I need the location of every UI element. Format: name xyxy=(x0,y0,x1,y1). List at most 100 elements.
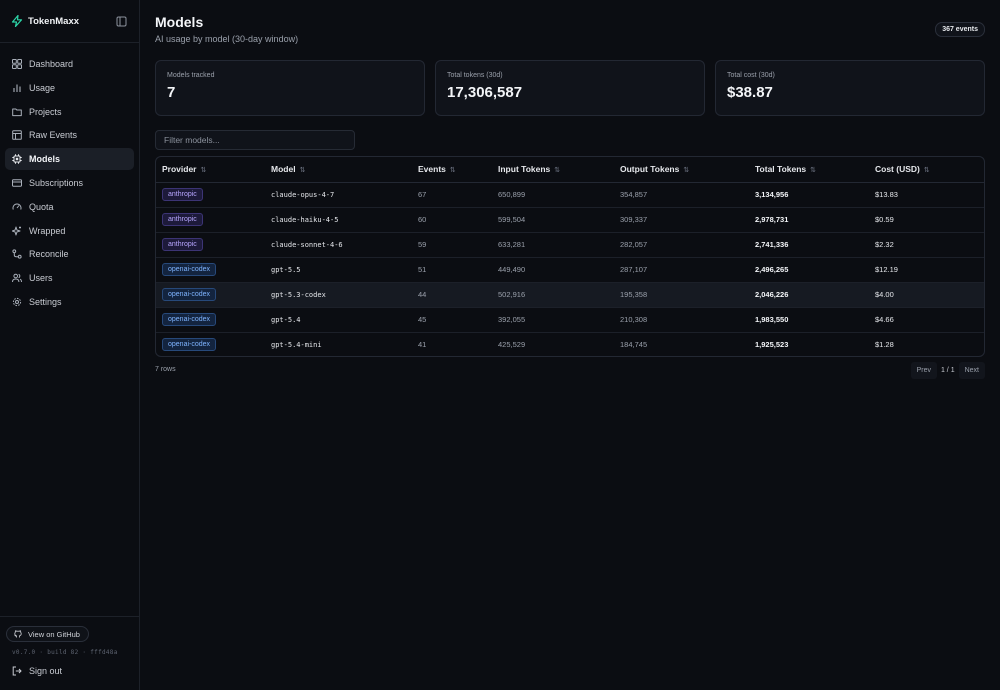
output-tokens-cell: 195,358 xyxy=(620,290,648,299)
sidebar-item-subscriptions[interactable]: Subscriptions xyxy=(5,172,134,194)
model-name: gpt-5.4-mini xyxy=(271,340,322,349)
sidebar-nav: Dashboard Usage Projects Raw Events Mode… xyxy=(0,43,139,313)
total-tokens-cell: 2,496,265 xyxy=(755,265,789,274)
sidebar-item-usage[interactable]: Usage xyxy=(5,77,134,99)
github-icon xyxy=(14,630,22,638)
table-row[interactable]: anthropic claude-opus-4-7 67 650,899 354… xyxy=(156,182,984,207)
filter-models-input[interactable] xyxy=(155,130,355,150)
total-tokens-cell: 2,978,731 xyxy=(755,215,789,224)
provider-badge: anthropic xyxy=(162,188,203,201)
column-header-input-tokens[interactable]: Input Tokens ⇅ xyxy=(498,157,620,183)
table-row[interactable]: anthropic claude-haiku-4-5 60 599,504 30… xyxy=(156,207,984,232)
cost-cell: $0.59 xyxy=(875,215,894,224)
sidebar-item-label: Projects xyxy=(29,106,62,117)
gear-icon xyxy=(12,297,22,307)
sort-icon: ⇅ xyxy=(449,167,456,175)
events-count-badge: 367 events xyxy=(935,22,985,37)
sidebar-item-quota[interactable]: Quota xyxy=(5,196,134,218)
log-out-icon xyxy=(12,666,22,676)
sidebar-item-settings[interactable]: Settings xyxy=(5,291,134,313)
cost-cell: $12.19 xyxy=(875,265,898,274)
sidebar-item-label: Users xyxy=(29,273,53,284)
sidebar-item-label: Models xyxy=(29,154,61,165)
sidebar-item-users[interactable]: Users xyxy=(5,267,134,289)
cost-cell: $4.00 xyxy=(875,290,894,299)
stat-label: Total cost (30d) xyxy=(727,72,775,79)
events-cell: 41 xyxy=(418,340,427,350)
page-title: Models xyxy=(155,14,204,30)
column-header-provider[interactable]: Provider ⇅ xyxy=(156,157,271,183)
output-tokens-cell: 282,057 xyxy=(620,240,648,249)
table-row[interactable]: anthropic claude-sonnet-4-6 59 633,281 2… xyxy=(156,232,984,257)
provider-badge: openai-codex xyxy=(162,313,217,326)
sort-icon: ⇅ xyxy=(683,167,690,175)
sidebar-item-projects[interactable]: Projects xyxy=(5,101,134,123)
git-compare-icon xyxy=(12,249,22,259)
provider-badge: openai-codex xyxy=(162,288,217,301)
sidebar-item-label: Settings xyxy=(29,296,62,307)
output-tokens-cell: 287,107 xyxy=(620,265,648,274)
sidebar-item-raw-events[interactable]: Raw Events xyxy=(5,124,134,146)
sidebar-item-label: Raw Events xyxy=(29,130,78,141)
gauge-icon xyxy=(12,203,22,210)
bar-chart-icon xyxy=(13,84,21,92)
events-cell: 51 xyxy=(418,265,427,274)
sort-icon: ⇅ xyxy=(554,167,561,175)
column-header-total-tokens[interactable]: Total Tokens ⇅ xyxy=(755,157,875,183)
model-name: claude-sonnet-4-6 xyxy=(271,240,343,249)
column-header-output-tokens[interactable]: Output Tokens ⇅ xyxy=(620,157,755,183)
stat-value: 7 xyxy=(167,84,176,101)
provider-badge: openai-codex xyxy=(162,338,217,352)
sidebar-item-reconcile[interactable]: Reconcile xyxy=(5,243,134,265)
sidebar-item-label: Dashboard xyxy=(29,59,74,69)
pagination: Prev 1 / 1 Next xyxy=(910,362,985,379)
total-tokens-cell: 2,741,336 xyxy=(755,240,789,249)
provider-badge: anthropic xyxy=(162,213,203,226)
stat-label: Total tokens (30d) xyxy=(447,72,503,79)
output-tokens-cell: 309,337 xyxy=(620,215,648,224)
input-tokens-cell: 392,055 xyxy=(498,315,526,324)
sidebar-toggle-icon[interactable] xyxy=(116,16,127,27)
next-page-button[interactable]: Next xyxy=(958,362,985,379)
input-tokens-cell: 599,504 xyxy=(498,215,526,224)
users-icon xyxy=(12,273,22,283)
stat-value: 17,306,587 xyxy=(447,84,523,101)
total-tokens-cell: 1,983,550 xyxy=(755,315,789,324)
brand-header: TokenMaxx xyxy=(0,0,139,43)
cost-cell: $13.83 xyxy=(875,190,898,199)
sidebar-item-label: Quota xyxy=(29,201,54,212)
model-name: claude-opus-4-7 xyxy=(271,190,335,199)
sidebar-footer: View on GitHub v0.7.0 · build 82 · fffd4… xyxy=(0,616,139,690)
stat-label: Models tracked xyxy=(167,72,215,79)
table-header-row: Provider ⇅ Model ⇅ Events ⇅ Input Tokens ⇅ O… xyxy=(156,157,984,183)
sidebar-item-wrapped[interactable]: Wrapped xyxy=(5,220,134,242)
sign-out-label: Sign out xyxy=(29,666,63,676)
github-button-label: View on GitHub xyxy=(28,629,80,639)
table-row[interactable]: openai-codex gpt-5.4-mini 41 425,529 184… xyxy=(156,332,984,356)
column-header-model[interactable]: Model ⇅ xyxy=(271,157,418,183)
prev-page-button[interactable]: Prev xyxy=(910,362,937,379)
input-tokens-cell: 449,490 xyxy=(498,265,526,274)
sign-out-button[interactable]: Sign out xyxy=(12,666,62,676)
page-info: 1 / 1 xyxy=(940,367,955,374)
sidebar-item-dashboard[interactable]: Dashboard xyxy=(5,53,134,75)
lightning-logo-icon xyxy=(11,15,23,27)
provider-badge: anthropic xyxy=(162,238,203,251)
sparkle-icon xyxy=(12,226,21,236)
table-row[interactable]: openai-codex gpt-5.4 45 392,055 210,308 … xyxy=(156,307,984,332)
models-table: Provider ⇅ Model ⇅ Events ⇅ Input Tokens ⇅ O… xyxy=(155,156,985,357)
sidebar-item-models[interactable]: Models xyxy=(5,148,134,171)
sidebar: TokenMaxx Dashboard Usage Projects Raw E… xyxy=(0,0,140,690)
model-name: gpt-5.5 xyxy=(271,265,301,274)
sort-icon: ⇅ xyxy=(299,167,306,175)
view-on-github-button[interactable]: View on GitHub xyxy=(6,626,89,642)
sort-icon: ⇅ xyxy=(810,167,817,175)
table-row[interactable]: openai-codex gpt-5.3-codex 44 502,916 19… xyxy=(156,282,984,307)
stat-card-total-tokens: Total tokens (30d) 17,306,587 xyxy=(435,60,705,116)
events-cell: 45 xyxy=(418,315,427,324)
column-header-events[interactable]: Events ⇅ xyxy=(418,157,498,183)
sidebar-item-label: Reconcile xyxy=(29,249,69,260)
table-row[interactable]: openai-codex gpt-5.5 51 449,490 287,107 … xyxy=(156,257,984,282)
version-text: v0.7.0 · build 82 · fffd48a xyxy=(12,649,118,656)
column-header-cost[interactable]: Cost (USD) ⇅ xyxy=(875,157,984,183)
